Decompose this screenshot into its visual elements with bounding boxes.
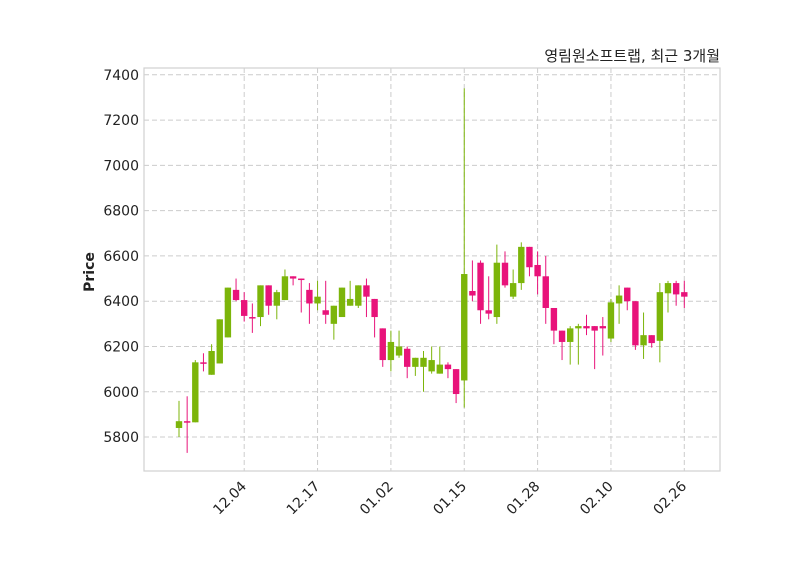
grid [144, 68, 720, 471]
candle-down [558, 330, 566, 342]
candle-down [183, 421, 191, 423]
candle-up [338, 287, 346, 318]
candle-up [607, 302, 615, 339]
candle-down [469, 291, 476, 296]
candle-up [420, 357, 427, 367]
candle-up [412, 357, 419, 367]
candle-up [216, 319, 223, 364]
candle-down [648, 335, 655, 344]
plot-frame [143, 67, 721, 472]
candle-up [615, 295, 623, 304]
candle-down [306, 289, 313, 304]
candle-up [273, 292, 280, 306]
candle-down [289, 276, 297, 279]
y-tick-label: 6600 [103, 249, 139, 265]
y-tick-label: 7000 [103, 158, 139, 174]
candle-up [346, 298, 354, 306]
y-tick-label: 6000 [103, 385, 139, 401]
candle-up [257, 285, 264, 318]
candle-down [241, 300, 248, 316]
candle-down [477, 262, 484, 311]
candle-up [175, 421, 183, 428]
candle-down [632, 301, 639, 346]
candle-up [509, 283, 517, 297]
candle-up [355, 285, 362, 306]
x-tick-label: 02.26 [650, 478, 690, 518]
y-tick-label: 6800 [103, 204, 139, 220]
y-tick-label: 5800 [103, 430, 139, 446]
candle-up [387, 341, 395, 361]
candle-up [281, 276, 289, 301]
candle-down [232, 289, 240, 301]
candle-down [485, 310, 492, 314]
x-tick-label: 02.10 [577, 479, 617, 519]
candle-down [624, 287, 631, 302]
candle-down [404, 348, 411, 367]
x-tick-label: 01.15 [430, 479, 470, 519]
candle-up [461, 274, 468, 381]
x-tick-label: 12.17 [284, 479, 324, 519]
candle-down [322, 310, 329, 315]
candle-down [444, 364, 452, 370]
y-tick-label: 7400 [103, 68, 139, 84]
candle-up [518, 246, 525, 284]
y-axis-ticks: 5800 6000 6200 6400 6600 6800 7000 7200 7400 [103, 68, 139, 446]
candle-down [200, 362, 207, 364]
x-tick-label: 01.28 [504, 479, 544, 519]
candle-down [681, 292, 688, 297]
candle-up [224, 287, 232, 338]
candle-up [192, 362, 199, 423]
candle-up [330, 305, 338, 324]
y-tick-label: 6400 [103, 294, 139, 310]
candle-up [493, 262, 501, 318]
candle-up [640, 335, 647, 346]
candle-down [265, 285, 272, 306]
x-axis-ticks: 12.04 12.17 01.02 01.15 01.28 02.10 02.26 [210, 478, 690, 518]
candle-down [526, 246, 533, 268]
candle-up [575, 326, 582, 329]
y-tick-label: 6200 [103, 339, 139, 355]
candle-down [542, 276, 549, 308]
candle-down [452, 369, 460, 395]
candle-up [436, 364, 443, 374]
candle-down [599, 326, 606, 329]
y-axis-label: Price [82, 252, 98, 292]
x-tick-label: 12.04 [210, 478, 250, 518]
candle-down [249, 317, 256, 319]
candle-down [591, 326, 598, 331]
x-tick-label: 01.02 [357, 479, 397, 519]
candle-down [583, 326, 590, 329]
candle-down [534, 264, 541, 277]
candle-down [501, 262, 509, 286]
candles [175, 88, 688, 453]
candle-up [314, 296, 321, 304]
candle-down [550, 307, 558, 331]
y-tick-label: 7200 [103, 113, 139, 129]
candle-down [379, 328, 386, 361]
candle-down [298, 278, 305, 281]
candle-up [567, 328, 574, 342]
candle-up [664, 283, 672, 294]
candle-down [672, 283, 680, 295]
candle-down [371, 298, 378, 318]
candle-down [363, 285, 370, 297]
chart-title: 영림원소프트랩, 최근 3개월 [544, 47, 720, 65]
candle-up [395, 346, 403, 356]
candle-up [656, 292, 664, 341]
candle-up [208, 351, 215, 375]
candle-up [428, 360, 435, 372]
